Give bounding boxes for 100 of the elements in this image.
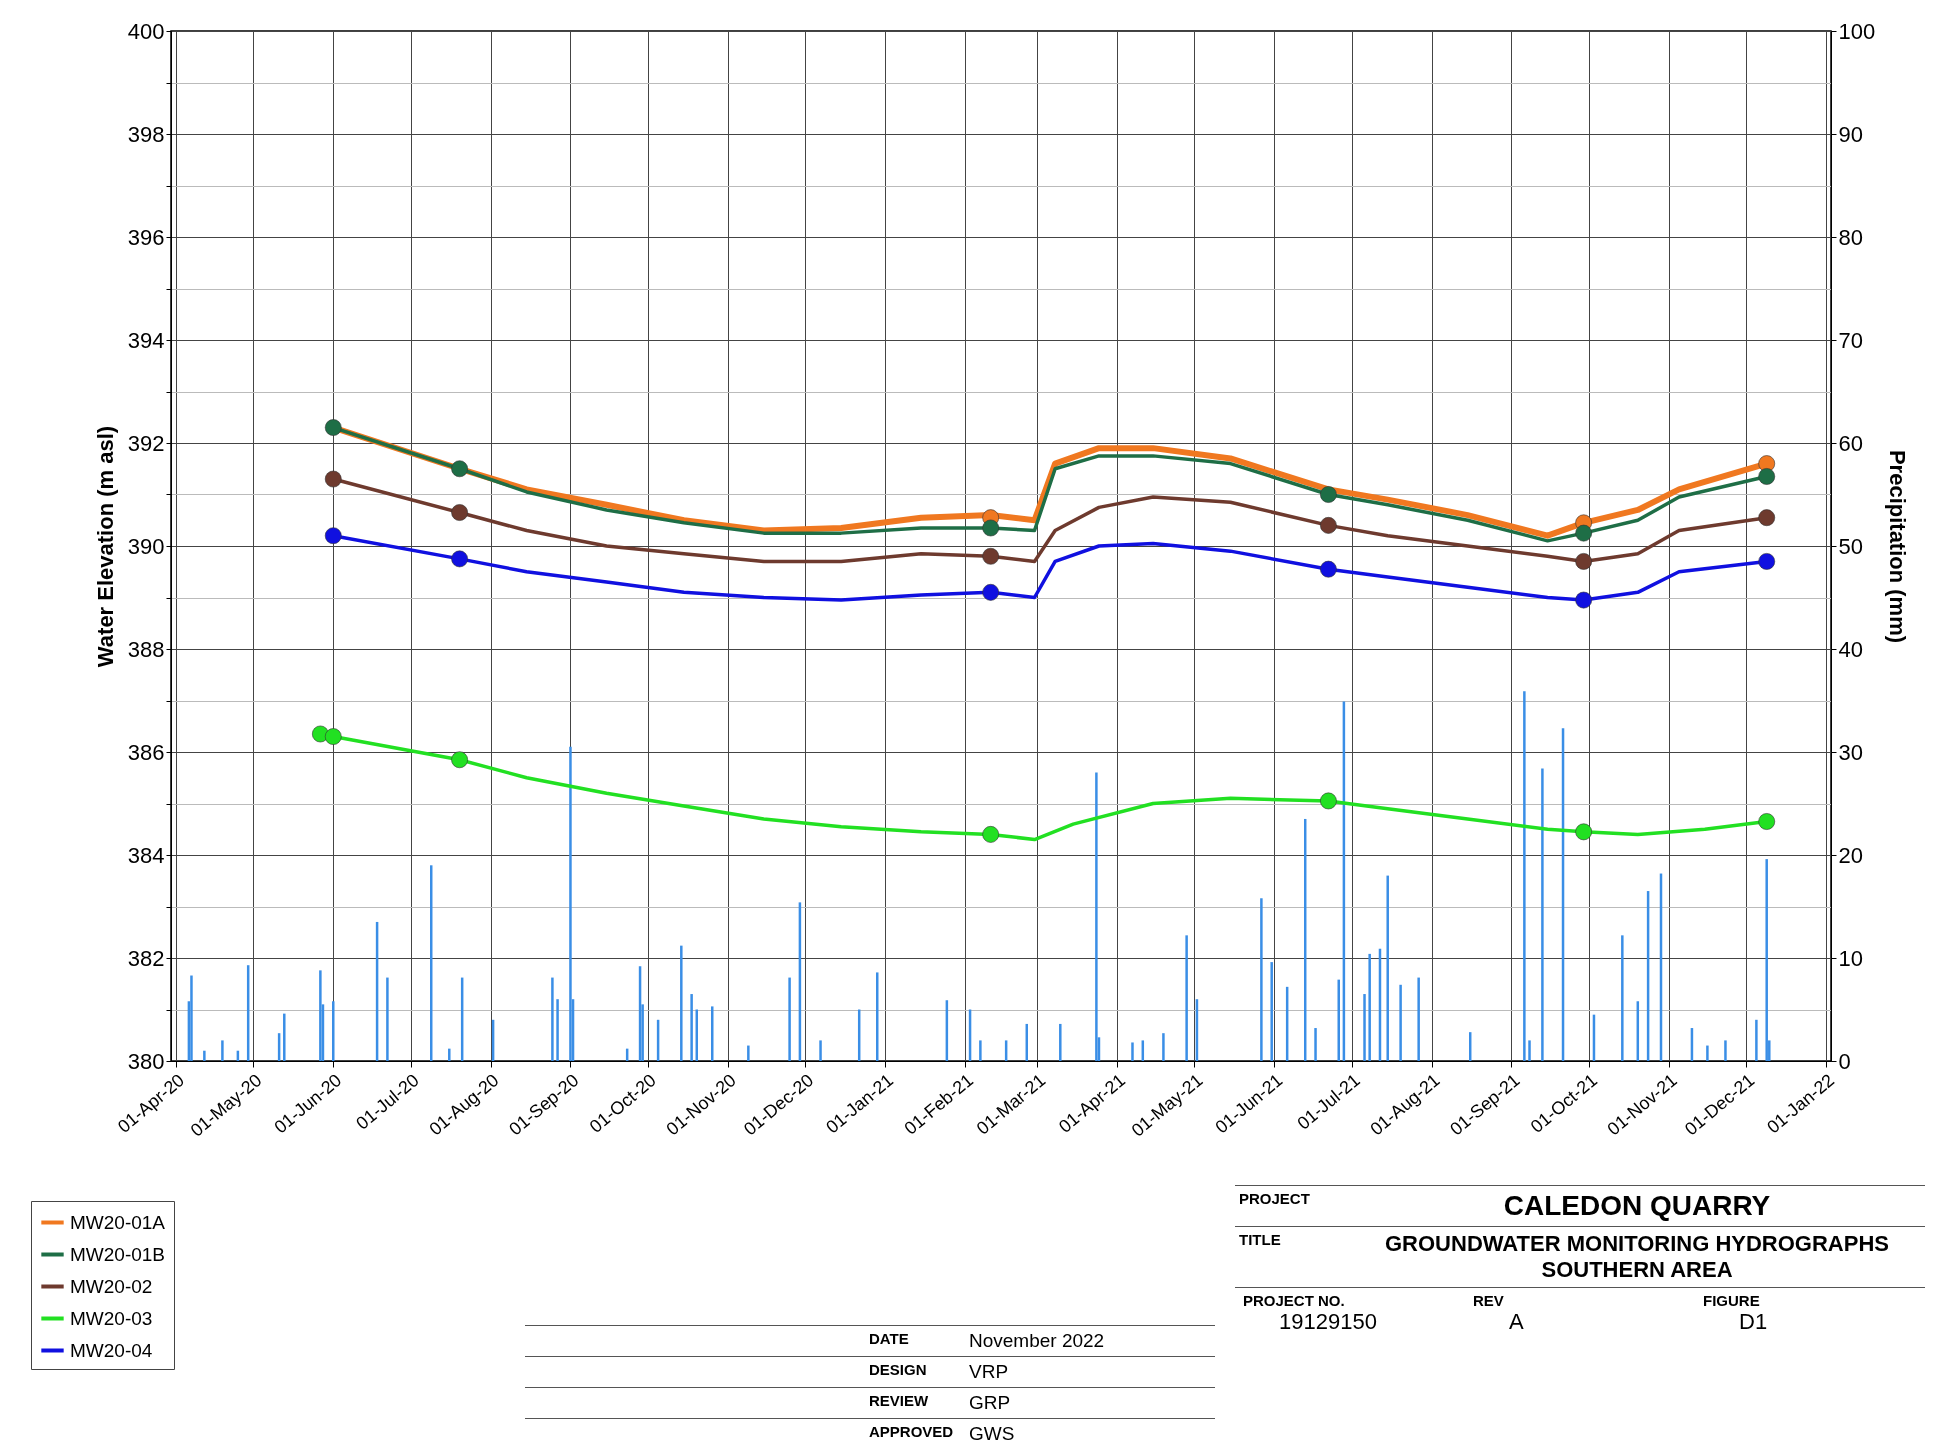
y2-tick-label: 90 — [1838, 121, 1863, 147]
bar — [711, 1006, 714, 1061]
point — [451, 751, 468, 769]
y-tick-label: 392 — [127, 430, 165, 456]
bar — [569, 746, 572, 1061]
bar — [979, 1040, 982, 1061]
y2-tick-label: 20 — [1838, 842, 1863, 868]
text: GROUNDWATER MONITORING HYDROGRAPHS SOUTHERN AREA — [1384, 1231, 1890, 1283]
text: November 2022 — [969, 1330, 1105, 1352]
bar — [1765, 859, 1768, 1061]
y-tick-label: 384 — [127, 842, 165, 868]
point — [1758, 553, 1776, 570]
point — [1758, 509, 1776, 527]
point — [324, 419, 342, 436]
point — [1320, 517, 1337, 534]
bar — [1706, 1045, 1709, 1061]
bar — [1621, 935, 1624, 1061]
point — [982, 826, 1000, 843]
text: VRP — [969, 1361, 1009, 1383]
text: REV — [1472, 1292, 1505, 1309]
bar — [1260, 898, 1263, 1061]
text: REVIEW — [868, 1392, 930, 1411]
y2-tick-label: 100 — [1838, 18, 1876, 44]
bar — [876, 972, 879, 1061]
point — [324, 527, 342, 545]
point — [324, 728, 342, 745]
bar — [1417, 977, 1420, 1061]
y2-tick-label: 60 — [1838, 430, 1863, 456]
bar — [788, 977, 791, 1061]
text: PROJECT NO. — [1242, 1292, 1346, 1309]
legend-label: MW20-04 — [70, 1339, 153, 1361]
text: D1 — [1738, 1309, 1769, 1335]
y-tick-label: 398 — [127, 121, 165, 147]
bar — [1363, 994, 1366, 1061]
text: A — [1508, 1309, 1525, 1335]
bar — [747, 1045, 750, 1061]
y-tick-label: 386 — [127, 739, 165, 765]
legend-label: MW20-01A — [70, 1211, 166, 1233]
text: APPROVED — [868, 1423, 955, 1442]
bar — [551, 977, 554, 1061]
bar — [1724, 1040, 1727, 1061]
bar — [1755, 1019, 1758, 1061]
y2-tick-label: 0 — [1838, 1048, 1851, 1074]
bar — [190, 975, 193, 1061]
bar — [1314, 1028, 1317, 1061]
text: TITLE — [1238, 1231, 1282, 1250]
point — [1320, 560, 1337, 578]
bar — [221, 1040, 224, 1061]
bar — [1185, 935, 1188, 1061]
point — [982, 547, 1000, 565]
text: 19129150 — [1278, 1309, 1378, 1335]
legend-label: MW20-01B — [70, 1243, 166, 1265]
y-tick-label: 380 — [127, 1048, 165, 1074]
point — [1575, 823, 1593, 841]
y-tick-label: 394 — [127, 327, 165, 353]
y-tick-label: 396 — [127, 224, 165, 250]
point — [1575, 591, 1593, 609]
point — [451, 460, 468, 478]
bar — [319, 970, 322, 1061]
point — [324, 470, 342, 488]
bar — [1059, 1023, 1062, 1061]
legend-label: MW20-03 — [70, 1307, 153, 1329]
y-tick-label: 388 — [127, 636, 165, 662]
bar — [1523, 691, 1526, 1061]
text: PROJECT — [1238, 1190, 1311, 1209]
bar — [1095, 772, 1098, 1061]
bar — [203, 1050, 206, 1061]
y2-tick-label: 80 — [1838, 224, 1863, 250]
point — [1758, 813, 1776, 830]
y2-tick-label: 70 — [1838, 327, 1863, 353]
text: DATE — [868, 1330, 910, 1349]
bar — [819, 1040, 822, 1061]
bar — [1162, 1033, 1165, 1061]
point — [982, 584, 1000, 601]
text: CALEDON QUARRY — [1502, 1190, 1772, 1222]
bar — [448, 1048, 451, 1061]
y-tick-label: 382 — [127, 945, 165, 971]
y-tick-label: 400 — [127, 18, 165, 44]
bar — [1337, 979, 1340, 1061]
text: GRP — [969, 1392, 1011, 1414]
point — [451, 550, 468, 568]
y-tick-label: 390 — [127, 533, 165, 559]
y2-tick-label: 40 — [1838, 636, 1863, 662]
bar — [556, 999, 559, 1061]
y2-tick-label: 50 — [1838, 533, 1863, 559]
bar — [1399, 984, 1402, 1061]
point — [1575, 553, 1593, 570]
text: FIGURE — [1702, 1292, 1761, 1309]
text: GWS — [969, 1423, 1015, 1445]
y2-tick-label: 30 — [1838, 739, 1863, 765]
bar — [1541, 768, 1544, 1061]
point — [451, 504, 468, 521]
bar — [1528, 1040, 1531, 1061]
bar — [332, 1001, 335, 1061]
bar — [1131, 1042, 1134, 1061]
point — [1758, 468, 1776, 485]
y2-tick-label: 10 — [1838, 945, 1863, 971]
point — [1575, 524, 1593, 542]
point — [1320, 486, 1337, 503]
point — [1320, 792, 1337, 810]
